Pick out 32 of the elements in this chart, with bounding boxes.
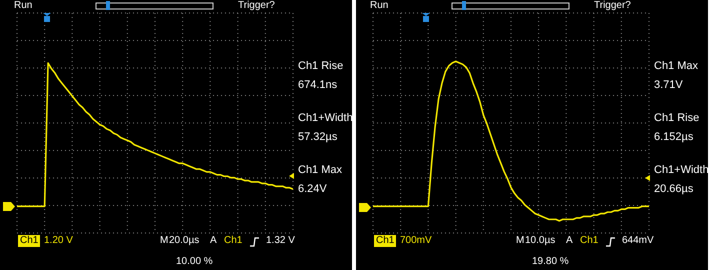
text: Run <box>14 0 32 12</box>
text: 19.80 % <box>532 256 569 268</box>
text: Ch1 <box>224 235 242 247</box>
text: 57.32µs <box>298 131 338 143</box>
text: 644mV <box>622 235 654 247</box>
text: Trigger? <box>238 0 275 12</box>
text: M <box>160 235 168 247</box>
text: A <box>210 235 217 247</box>
text: 700mV <box>400 235 432 247</box>
text: 20.66µs <box>654 183 694 195</box>
text: 3.71V <box>654 79 683 91</box>
text: M <box>516 235 524 247</box>
text: Run <box>370 0 388 12</box>
text: 1.32 V <box>266 235 295 247</box>
text: 6.152µs <box>654 131 694 143</box>
text: 1.20 V <box>44 235 73 247</box>
text: 10.00 % <box>176 256 213 268</box>
text: Ch1 Max <box>654 60 698 72</box>
text: Ch1 <box>580 235 598 247</box>
text: Ch1 <box>374 235 396 247</box>
text: Ch1 Rise <box>298 60 344 72</box>
text: 20.0µs <box>169 235 200 247</box>
text: A <box>566 235 573 247</box>
text: Trigger? <box>594 0 631 12</box>
text: Ch1+Width <box>654 164 709 176</box>
text: Ch1+Width <box>298 112 353 124</box>
text: 674.1ns <box>298 79 338 91</box>
text: Ch1 Max <box>298 164 342 176</box>
text: Ch1 <box>18 235 40 247</box>
text: 10.0µs <box>525 235 556 247</box>
text: 6.24V <box>298 183 327 195</box>
text: Ch1 Rise <box>654 112 700 124</box>
